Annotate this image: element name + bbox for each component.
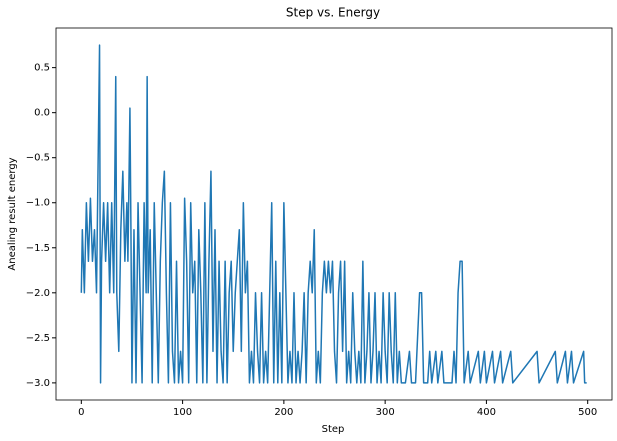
x-tick-label: 300 <box>376 407 395 418</box>
x-axis-label: Step <box>322 424 345 435</box>
y-tick-label: −1.0 <box>26 198 50 209</box>
y-tick-label: −3.0 <box>26 378 50 389</box>
y-tick-label: −0.5 <box>26 153 50 164</box>
data-line <box>80 44 587 384</box>
y-tick-label: −1.5 <box>26 243 50 254</box>
x-tick-label: 400 <box>477 407 496 418</box>
y-tick-label: −2.5 <box>26 333 50 344</box>
chart-title: Step vs. Energy <box>286 6 380 20</box>
x-tick-label: 500 <box>578 407 597 418</box>
x-tick-label: 100 <box>173 407 192 418</box>
y-tick-label: 0.0 <box>34 108 50 119</box>
x-tick-label: 0 <box>78 407 84 418</box>
y-tick-label: 0.5 <box>34 63 50 74</box>
x-tick-label: 200 <box>274 407 293 418</box>
axes-frame <box>55 27 613 401</box>
y-axis-label: Anealing result energy <box>7 157 18 270</box>
y-tick-label: −2.0 <box>26 288 50 299</box>
